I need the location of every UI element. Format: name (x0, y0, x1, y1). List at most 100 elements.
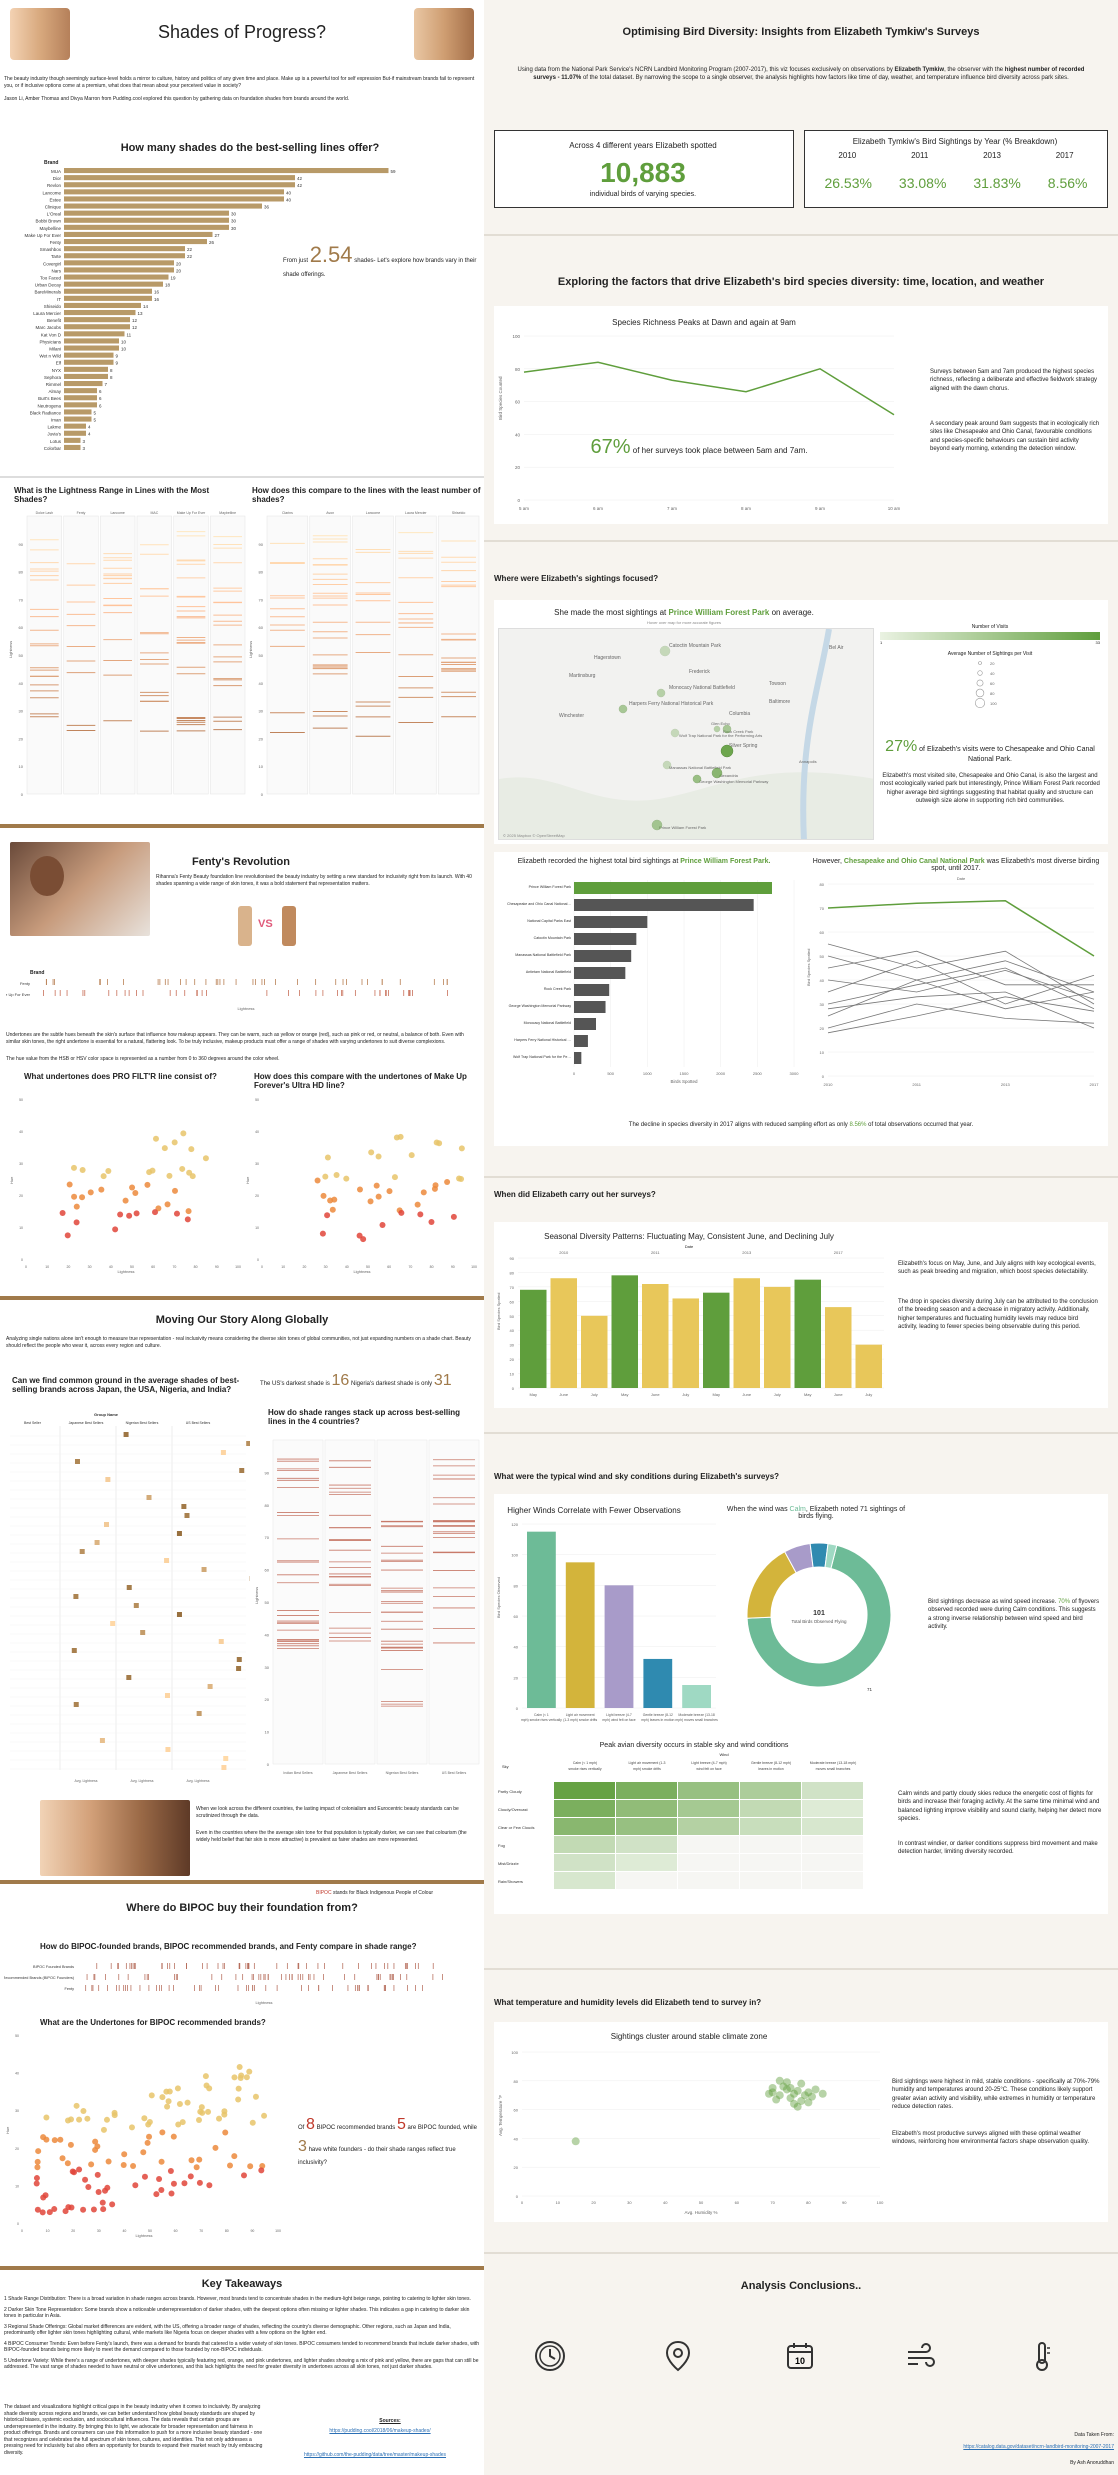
lightness-column (136, 515, 172, 795)
brand-tick-label: Covergirl (43, 261, 61, 266)
temp-point (768, 2088, 777, 2097)
avg-shade-square (239, 1468, 245, 1473)
brand-bar (64, 359, 114, 365)
undertone-point (59, 2155, 66, 2162)
park-bar (574, 967, 626, 979)
bipoc-def: BIPOC stands for Black Indigenous People… (316, 1890, 434, 1896)
undertone-point (145, 2121, 152, 2128)
size-legend-circle (975, 688, 985, 698)
temp-point (797, 2079, 806, 2088)
undertone-point (186, 1169, 193, 1176)
source-link-1[interactable]: https://pudding.cool/2018/06/makeup-shad… (329, 2428, 431, 2434)
lightness-least-chart: 0 10 20 30 40 50 60 70 80 90 Lightness Clarins Avon L… (248, 511, 480, 797)
section-rule-4 (0, 2266, 484, 2270)
undertone-point (59, 1210, 66, 1217)
breakdown-title: Elizabeth Tymkiw's Bird Sightings by Yea… (852, 137, 1058, 146)
divider-r4 (484, 1432, 1118, 1434)
size-legend-circle (977, 670, 983, 676)
undertone-point (67, 2141, 74, 2148)
park-bar-label: Monocacy National Battlefield (524, 1021, 571, 1025)
wind-bar-chart: 0 20 40 60 80 100 120 Bird Species Observed Calm… (496, 1522, 718, 1722)
heat-cell (802, 1800, 863, 1817)
bars-title: Elizabeth recorded the highest total bir… (517, 858, 771, 865)
brand-tick-label: Tarte (51, 254, 62, 259)
scatter-x-tick: 80 (225, 2229, 229, 2233)
brand-tick-label: Too Faced (40, 276, 62, 281)
strip-row-label: Make Up For Ever (6, 992, 31, 997)
undertone-point (132, 2182, 139, 2189)
heat-cell (740, 1836, 801, 1853)
lines-y-tick: 40 (820, 978, 825, 983)
seasonal-bar (672, 1298, 699, 1388)
undertone-point (367, 1198, 374, 1205)
avg-shade-square (110, 1621, 116, 1626)
brand-value-label: 27 (215, 233, 221, 238)
lines-title: However, Chesapeake and Ohio Canal Natio… (812, 858, 1100, 872)
undertone-point (34, 2206, 41, 2213)
seasonal-y-tick: 10 (510, 1372, 515, 1377)
brand-bar (64, 260, 174, 266)
temp-x-tick: 30 (627, 2200, 632, 2205)
undertone-point (35, 2148, 42, 2155)
stack-col-label: Nigerian Best Sellers (386, 1771, 419, 1775)
mufe-title: How does this compare with the undertone… (254, 1072, 467, 1090)
brand-label: Brand (30, 970, 45, 976)
map-place-label: Harpers Ferry National Historical Park (629, 701, 714, 707)
bipoc-8: 8 (306, 2116, 315, 2133)
park-bar (574, 899, 754, 911)
brand-tick-label: Sephora (44, 375, 62, 380)
seasonal-y-tick: 90 (510, 1256, 515, 1261)
richness-y-tick: 100 (512, 334, 520, 339)
heat-sky-label: Sky (502, 1764, 509, 1769)
scatter-x-tick: 50 (148, 2229, 152, 2233)
avg-shade-square (220, 1450, 226, 1455)
fenty-vs-illustration: VS (238, 900, 300, 956)
lightness-column (266, 515, 309, 795)
heat-row-label: Partly Cloudy (498, 1789, 522, 1794)
brand-value-label: 5 (94, 418, 97, 423)
undertone-point (179, 1165, 186, 1172)
brand-bar (64, 388, 97, 394)
size-legend-circle (978, 661, 982, 665)
scatter-x-tick: 70 (172, 1265, 176, 1269)
vs-label: VS (258, 918, 273, 930)
brand-tick-label: Juvia's (47, 432, 61, 437)
brand-tick-label: Laura Mercier (33, 311, 61, 316)
park-bar (574, 916, 648, 928)
final-note: The dataset and visualizations highlight… (4, 2404, 263, 2456)
source-link-2[interactable]: https://github.com/the-pudding/data/tree… (303, 2452, 447, 2458)
map-area[interactable]: Catoctin Mountain Park Frederick Harpers F… (498, 628, 874, 840)
undertone-point (144, 2139, 151, 2146)
scatter-x-tick: 90 (250, 2229, 254, 2233)
divider-r1 (484, 234, 1118, 236)
avg-shade-square (146, 1495, 152, 1500)
ng-darkest-pre: Nigeria's darkest shade is only (350, 1381, 433, 1387)
brand-tick-label: Burt's Bees (38, 396, 62, 401)
heat-cell (616, 1854, 677, 1871)
kpi-card: Across 4 different years Elizabeth spott… (494, 130, 794, 208)
undertone-point (132, 1189, 139, 1196)
brand-bar (64, 338, 119, 344)
seasonal-month-label: May (804, 1392, 812, 1397)
scatter-x-tick: 50 (366, 1265, 370, 1269)
heat-cell (616, 1800, 677, 1817)
wind-y-tick: 60 (514, 1614, 519, 1619)
lightness-tick: 30 (19, 709, 24, 714)
undertone-point (420, 1189, 427, 1196)
temp-text-2: Elizabeth's most productive surveys alig… (892, 2131, 1089, 2146)
undertone-point (368, 1149, 375, 1156)
scatter-y-tick: 30 (255, 1162, 259, 1166)
scatter-y-tick: 50 (15, 2034, 19, 2038)
park-marker (722, 724, 732, 734)
wind-x-label: Gentle breeze (8-12 (643, 1713, 673, 1717)
lightness-tick: 60 (259, 625, 264, 630)
wind-x-label-2: mph) smoke rises vertically (521, 1718, 562, 1722)
data-url-link[interactable]: https://catalog.data.gov/dataset/ncrn-la… (963, 2444, 1114, 2450)
heat-cell (740, 1872, 801, 1889)
bipoc-title: Where do BIPOC buy their foundation from… (126, 1902, 358, 1914)
brand-tick-label: Maybelline (39, 226, 61, 231)
temp-x-tick: 70 (770, 2200, 775, 2205)
bird-intro: Using data from the National Park Servic… (517, 67, 1085, 82)
lightness-col-label: Dolce Lash (36, 511, 54, 515)
heat-cell (616, 1818, 677, 1835)
